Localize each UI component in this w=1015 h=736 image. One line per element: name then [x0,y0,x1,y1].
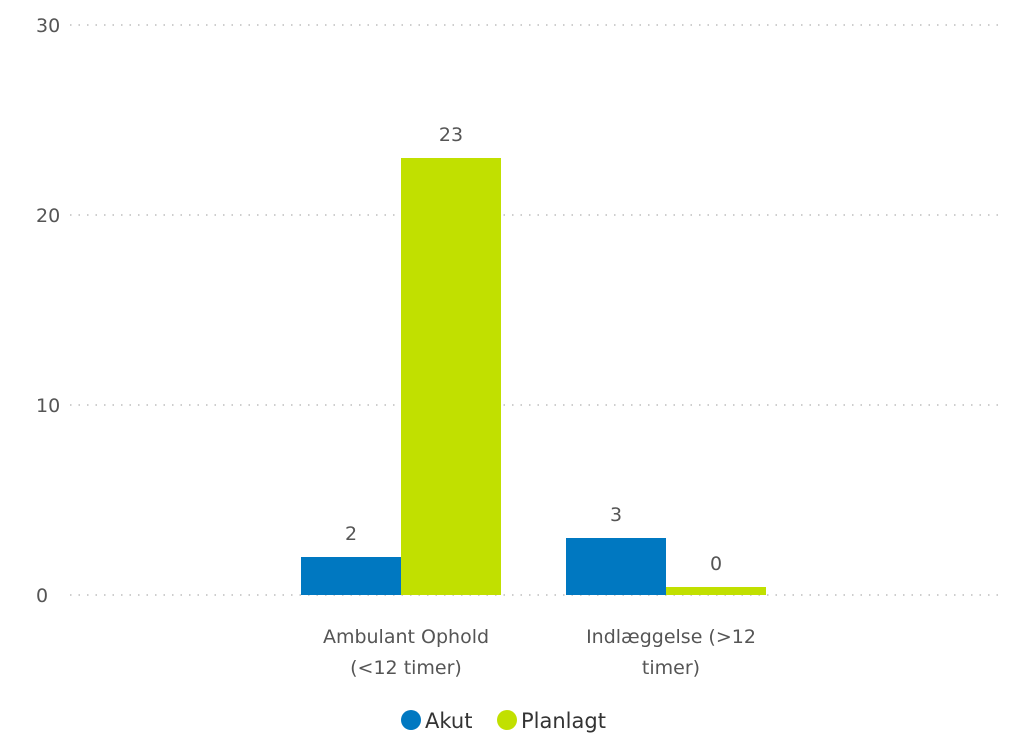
bar-planlagt-1[interactable] [666,587,766,595]
data-labels: 2 23 3 0 [345,124,722,575]
data-label: 3 [610,504,622,526]
x-category-label: timer) [642,657,700,679]
x-axis-categories: Ambulant Ophold (<12 timer) Indlæggelse (>… [323,626,756,679]
bar-planlagt-0[interactable] [401,158,501,595]
y-axis-ticks: 0 10 20 30 [36,15,60,607]
bar-akut-0[interactable] [301,557,401,595]
y-tick-label: 0 [36,585,48,607]
bars [301,158,766,595]
legend-marker-planlagt [497,710,517,730]
x-category-label: Indlæggelse (>12 [586,626,756,648]
data-label: 23 [439,124,463,146]
bar-akut-1[interactable] [566,538,666,595]
y-tick-label: 20 [36,205,60,227]
legend-label-akut[interactable]: Akut [425,709,472,733]
x-category-label: (<12 timer) [350,657,462,679]
gridlines [70,24,1005,596]
data-label: 0 [710,553,722,575]
x-category-label: Ambulant Ophold [323,626,489,648]
legend-marker-akut [401,710,421,730]
y-tick-label: 10 [36,395,60,417]
legend[interactable]: Akut Planlagt [401,709,606,733]
legend-label-planlagt[interactable]: Planlagt [521,709,606,733]
data-label: 2 [345,523,357,545]
y-tick-label: 30 [36,15,60,37]
